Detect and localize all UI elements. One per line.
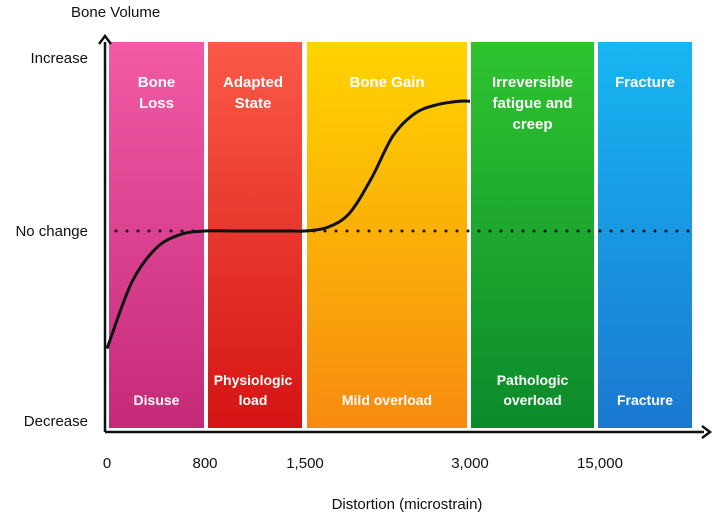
y-level-label: No change [15,223,88,240]
labels-layer: Bone Loss Disuse Adapted State Physiologic loa… [15,4,675,513]
zone-irreversible-fatigue-and-creep [471,42,594,428]
y-axis-arrow-icon [98,33,112,45]
zone-title-label: Adapted [223,74,283,91]
zone-bone-loss [109,42,204,428]
y-level-label: Decrease [24,413,88,430]
zone-title-label: Bone Gain [349,74,424,91]
zone-bottom-label: overload [503,392,561,408]
zone-bone-gain [307,42,467,428]
x-tick-label: 0 [103,455,111,472]
x-tick-label: 3,000 [451,455,489,472]
y-level-label: Increase [30,50,88,67]
x-axis-title: Distortion (microstrain) [332,496,483,513]
y-axis-title: Bone Volume [71,4,160,21]
zone-title-label: creep [512,116,552,133]
zone-bottom-label: Fracture [617,392,673,408]
zone-fracture [598,42,692,428]
axes-layer [98,33,713,439]
zone-title-label: State [235,95,272,112]
x-axis-arrow-icon [701,425,713,439]
zone-title-label: Fracture [615,74,675,91]
zone-bottom-label: Mild overload [342,392,432,408]
zone-title-label: Bone [138,74,176,91]
zone-title-label: Irreversible [492,74,573,91]
zones-layer [109,42,692,428]
zone-adapted-state [208,42,302,428]
bone-volume-curve [105,99,471,350]
zone-title-label: fatigue and [492,95,572,112]
zone-bottom-label: load [239,392,268,408]
zone-bottom-label: Pathologic [497,372,569,388]
zone-bottom-label: Physiologic [214,372,293,388]
x-tick-label: 800 [192,455,217,472]
curve-layer [105,99,471,350]
x-tick-label: 15,000 [577,455,623,472]
x-tick-label: 1,500 [286,455,324,472]
zone-title-label: Loss [139,95,174,112]
zone-bottom-label: Disuse [134,392,180,408]
